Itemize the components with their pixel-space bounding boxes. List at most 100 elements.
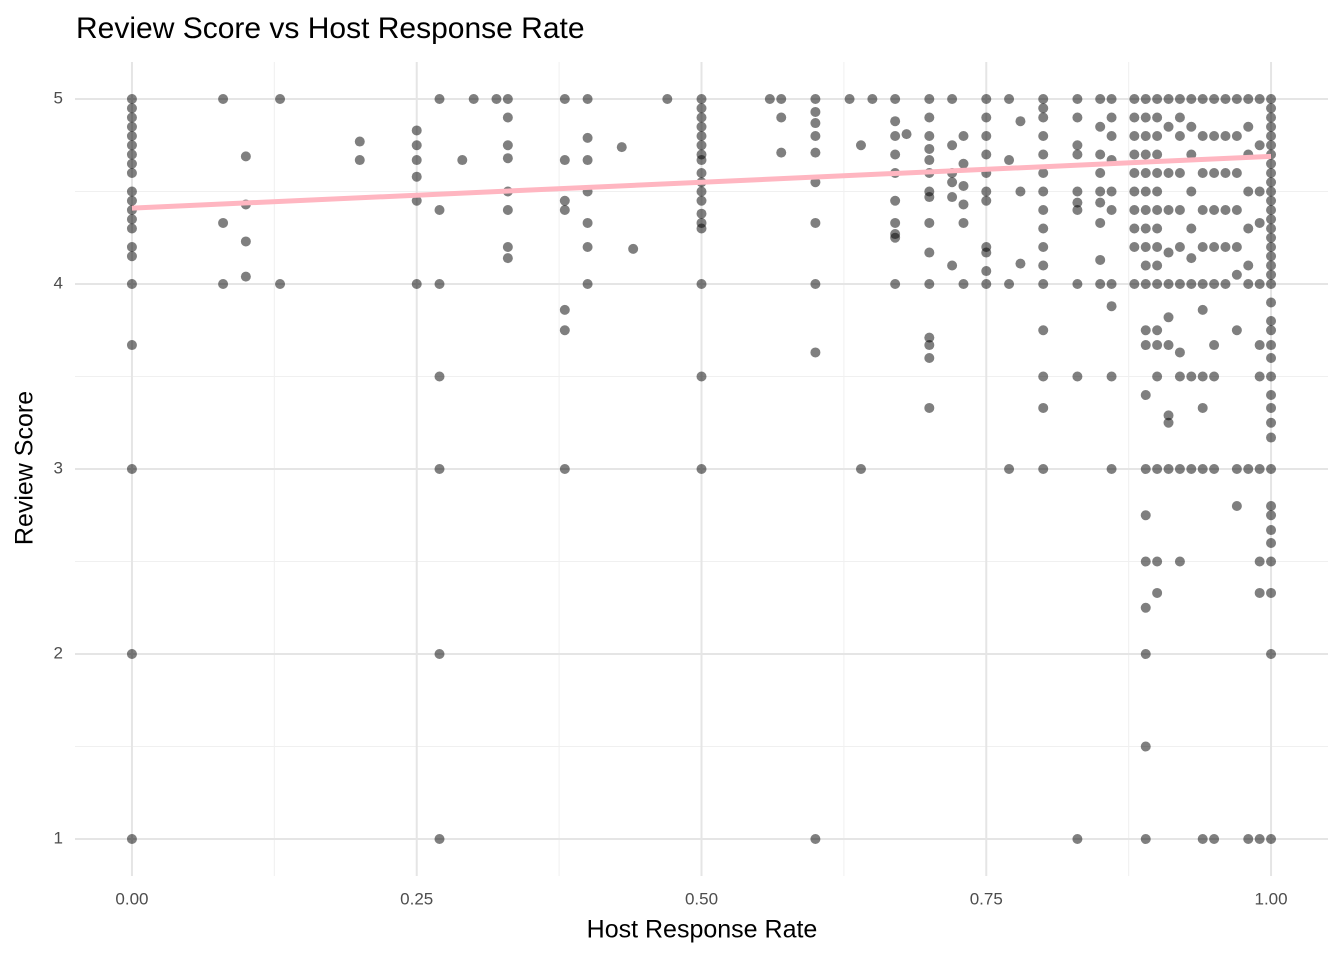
x-axis-title: Host Response Rate bbox=[587, 916, 818, 944]
point bbox=[1140, 834, 1151, 844]
point bbox=[855, 464, 866, 474]
point bbox=[1106, 112, 1117, 123]
point bbox=[1163, 121, 1174, 132]
point bbox=[1174, 464, 1185, 474]
point bbox=[1140, 649, 1151, 659]
trend-line bbox=[131, 153, 1272, 211]
point bbox=[696, 103, 707, 114]
point bbox=[1254, 464, 1265, 474]
point bbox=[218, 94, 229, 104]
point bbox=[1152, 149, 1163, 160]
x-tick-label: 0.00 bbox=[115, 889, 148, 908]
point bbox=[1015, 116, 1026, 127]
point bbox=[1197, 242, 1208, 252]
point bbox=[696, 121, 707, 132]
point bbox=[981, 266, 992, 277]
point bbox=[354, 136, 365, 147]
point bbox=[924, 340, 935, 351]
point bbox=[126, 195, 137, 206]
point bbox=[1072, 371, 1083, 382]
point bbox=[1140, 149, 1151, 160]
point bbox=[1266, 390, 1277, 400]
point bbox=[616, 142, 627, 153]
point bbox=[1038, 402, 1049, 413]
point bbox=[1231, 168, 1242, 178]
point bbox=[1220, 168, 1231, 178]
point bbox=[1266, 251, 1277, 262]
point bbox=[628, 243, 639, 254]
point bbox=[958, 180, 969, 191]
point bbox=[1140, 602, 1151, 613]
point bbox=[1174, 347, 1185, 358]
point bbox=[810, 131, 821, 141]
point bbox=[981, 131, 992, 141]
point bbox=[981, 279, 992, 289]
point bbox=[559, 325, 570, 336]
point bbox=[1266, 325, 1277, 336]
point bbox=[126, 121, 137, 132]
point bbox=[1072, 94, 1083, 104]
point bbox=[1129, 205, 1140, 215]
point bbox=[1197, 304, 1208, 315]
point bbox=[696, 112, 707, 123]
point bbox=[696, 371, 707, 382]
point bbox=[696, 223, 707, 234]
point bbox=[1243, 94, 1254, 104]
point bbox=[890, 279, 901, 289]
point bbox=[1266, 177, 1277, 188]
point bbox=[1004, 464, 1015, 474]
point bbox=[696, 464, 707, 474]
point bbox=[1220, 242, 1231, 252]
point bbox=[890, 131, 901, 141]
point bbox=[1186, 371, 1197, 382]
point bbox=[1174, 279, 1185, 289]
point bbox=[1174, 168, 1185, 178]
point bbox=[491, 94, 502, 104]
point bbox=[1140, 279, 1151, 289]
point bbox=[810, 106, 821, 117]
point bbox=[1243, 464, 1254, 474]
point bbox=[1038, 186, 1049, 197]
point bbox=[1129, 242, 1140, 252]
point bbox=[1152, 325, 1163, 336]
y-tick-label: 1 bbox=[54, 828, 63, 847]
point bbox=[1152, 464, 1163, 474]
point bbox=[1254, 834, 1265, 844]
point bbox=[1197, 168, 1208, 178]
point bbox=[1038, 371, 1049, 382]
point bbox=[1106, 205, 1117, 215]
point bbox=[1209, 242, 1220, 252]
point bbox=[1038, 325, 1049, 336]
point bbox=[1266, 538, 1277, 548]
point bbox=[1266, 279, 1277, 289]
point bbox=[1106, 301, 1117, 312]
point bbox=[434, 279, 445, 289]
point bbox=[1072, 279, 1083, 289]
point bbox=[924, 353, 935, 363]
point bbox=[1231, 131, 1242, 141]
point bbox=[1254, 371, 1265, 382]
point bbox=[924, 332, 935, 343]
point bbox=[126, 158, 137, 169]
point bbox=[275, 94, 286, 104]
point bbox=[1004, 94, 1015, 104]
point bbox=[947, 192, 958, 203]
point bbox=[1038, 168, 1049, 178]
point bbox=[1038, 103, 1049, 114]
point bbox=[1095, 197, 1106, 208]
point bbox=[1266, 112, 1277, 123]
point bbox=[582, 132, 593, 143]
point bbox=[559, 155, 570, 166]
point bbox=[1152, 340, 1163, 351]
point bbox=[1072, 140, 1083, 151]
point bbox=[1266, 242, 1277, 252]
point bbox=[1186, 186, 1197, 197]
point bbox=[1152, 168, 1163, 178]
point bbox=[810, 177, 821, 188]
point bbox=[1266, 223, 1277, 234]
point bbox=[1152, 223, 1163, 234]
point bbox=[1140, 390, 1151, 400]
point bbox=[1140, 260, 1151, 271]
point bbox=[1266, 186, 1277, 197]
point bbox=[434, 205, 445, 215]
